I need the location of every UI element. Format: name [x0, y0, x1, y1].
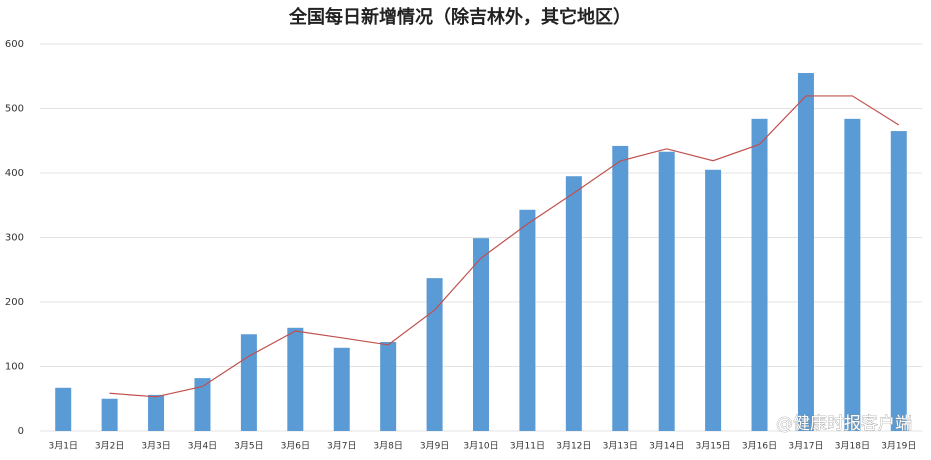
- x-tick-label: 3月1日: [48, 441, 77, 452]
- watermark: @健康时报客户端: [776, 414, 912, 434]
- bar: [333, 347, 350, 431]
- y-tick-label: 100: [5, 362, 24, 373]
- x-tick-label: 3月13日: [603, 441, 638, 452]
- bar: [240, 334, 257, 431]
- y-tick-label: 500: [5, 104, 24, 115]
- x-tick-label: 3月10日: [463, 441, 498, 452]
- bar: [797, 73, 814, 432]
- y-tick-label: 300: [5, 233, 24, 244]
- x-tick-label: 3月12日: [556, 441, 591, 452]
- bar: [890, 131, 907, 431]
- y-tick-label: 200: [5, 297, 24, 308]
- y-tick-label: 400: [5, 168, 24, 179]
- bar: [473, 238, 489, 431]
- x-tick-label: 3月15日: [696, 441, 731, 452]
- x-tick-label: 3月3日: [141, 441, 170, 452]
- x-tick-label: 3月7日: [327, 441, 356, 452]
- x-tick-label: 3月9日: [420, 441, 449, 452]
- y-tick-label: 0: [18, 426, 24, 437]
- bar: [101, 398, 118, 431]
- x-tick-label: 3月14日: [649, 441, 684, 452]
- x-tick-label: 3月17日: [788, 441, 823, 452]
- bar: [194, 378, 211, 431]
- bar: [148, 394, 165, 431]
- bar: [844, 118, 861, 431]
- bar: [287, 327, 304, 431]
- x-tick-label: 3月11日: [510, 441, 545, 452]
- bar: [612, 145, 629, 431]
- x-tick-label: 3月8日: [373, 441, 402, 452]
- x-tick-label: 3月6日: [281, 441, 310, 452]
- bar: [751, 118, 768, 431]
- y-tick-label: 600: [5, 39, 24, 50]
- bar: [380, 341, 397, 431]
- bar: [55, 387, 72, 431]
- x-tick-label: 3月18日: [835, 441, 870, 452]
- chart-title: 全国每日新增情况（除吉林外，其它地区）: [288, 6, 631, 28]
- x-tick-label: 3月2日: [95, 441, 124, 452]
- x-tick-label: 3月16日: [742, 441, 777, 452]
- bar: [705, 169, 722, 431]
- bar: [658, 151, 675, 431]
- x-tick-label: 3月19日: [881, 441, 916, 452]
- bar: [519, 209, 536, 431]
- trend-line: [109, 95, 900, 398]
- x-tick-label: 3月4日: [188, 441, 217, 452]
- bar: [565, 176, 582, 431]
- x-tick-label: 3月5日: [234, 441, 263, 452]
- bar: [426, 278, 443, 431]
